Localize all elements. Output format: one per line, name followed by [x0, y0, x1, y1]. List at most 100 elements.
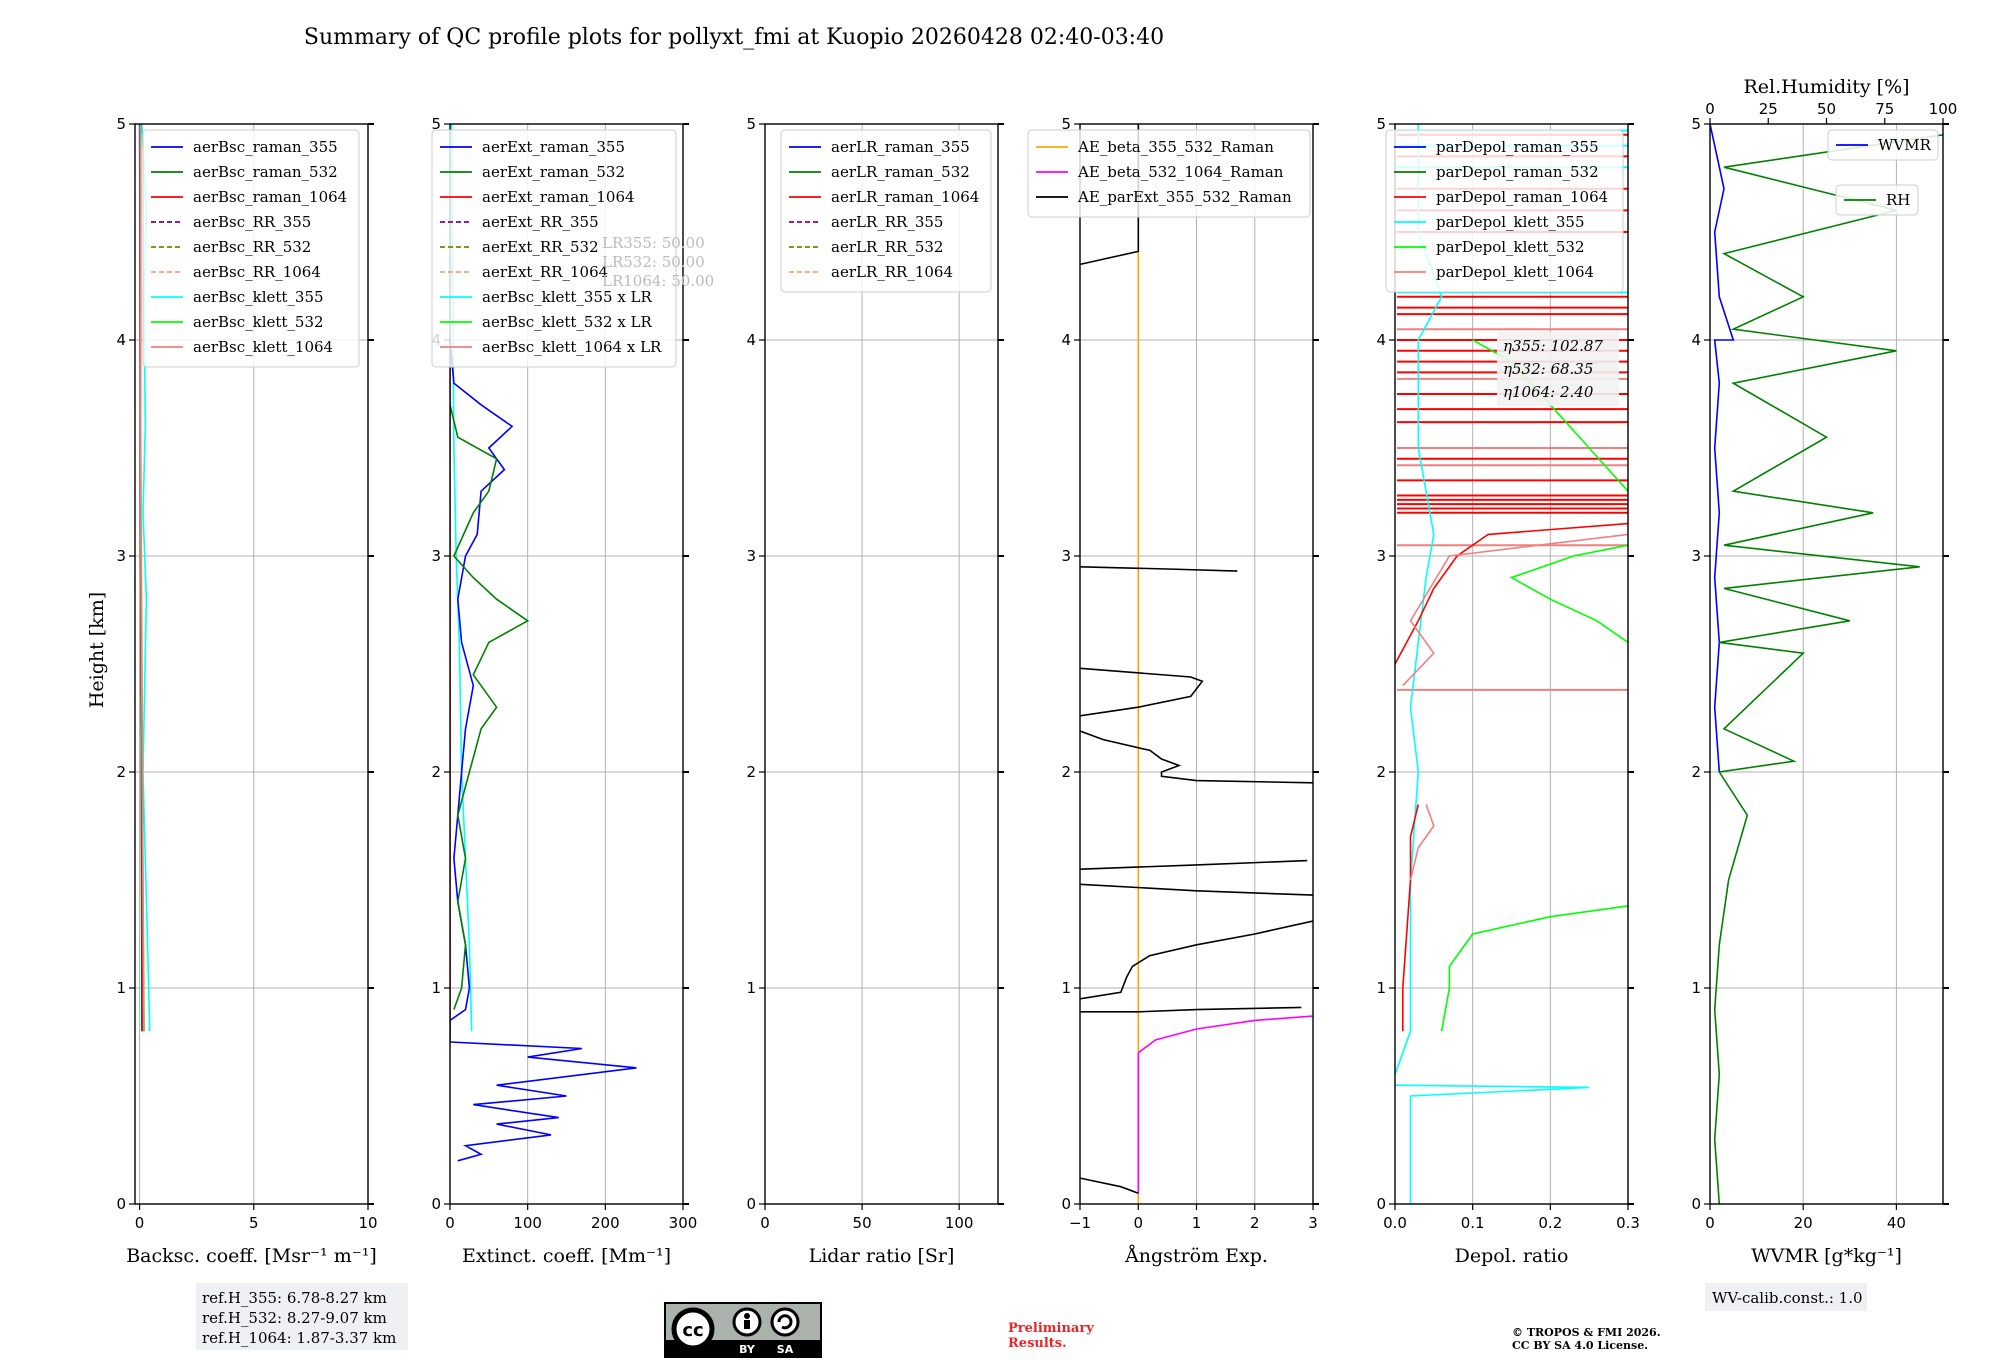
cc-circle-icon — [671, 1307, 715, 1351]
panel-bsc: 0 5 10 0 1 2 3 4 5 Backsc. coeff. [Msr⁻¹ m⁻¹] aerB… — [116, 115, 377, 1267]
lr-label: LR532: 50.00 — [602, 253, 705, 271]
y-tick-label: 0 — [1061, 1195, 1071, 1213]
x-tick-label: 1 — [1192, 1214, 1202, 1232]
x-axis-label: Ångström Exp. — [1124, 1245, 1268, 1267]
series-line-parDepol_klett_355_spike — [1395, 1084, 1590, 1204]
series-line-AE_parExt_355_532_Raman — [1080, 859, 1308, 870]
y-tick-label: 4 — [1376, 331, 1386, 349]
series-line-AE_beta_532_1064_Raman — [1137, 1015, 1313, 1194]
series-line-AE_parExt_355_532_Raman — [1080, 566, 1238, 572]
x-tick-label: 40 — [1887, 1214, 1906, 1232]
eta-label: η355: 102.87 — [1503, 337, 1603, 355]
eta-label: η532: 68.35 — [1503, 360, 1593, 378]
y-tick-label: 2 — [431, 763, 441, 781]
x-tick-label: 10 — [358, 1214, 377, 1232]
series-line-AE_parExt_355_532_Raman — [1080, 883, 1313, 896]
legend-box — [1385, 129, 1624, 293]
y-tick-label: 5 — [431, 115, 441, 133]
panel-data-wv — [1710, 124, 1943, 1204]
top-x-tick-label: 75 — [1875, 100, 1894, 118]
legend-label: aerLR_raman_532 — [831, 163, 970, 181]
series-line-parDepol_klett_532_upper — [1509, 544, 1628, 644]
legend-label: aerBsc_klett_1064 x LR — [482, 338, 662, 356]
y-tick-label: 5 — [1061, 115, 1071, 133]
panel-ext: 0100200300012345Extinct. coeff. [Mm⁻¹]ae… — [431, 115, 714, 1267]
y-tick-label: 0 — [746, 1195, 756, 1213]
wv-calib-box — [1705, 1283, 1867, 1311]
legend-wv: WVMR RH — [1827, 129, 1939, 216]
x-tick-label: 200 — [591, 1214, 620, 1232]
legend-box — [780, 129, 992, 293]
sa-circle-icon — [770, 1307, 800, 1337]
x-tick-label: 0 — [760, 1214, 770, 1232]
x-axis-label: Lidar ratio [Sr] — [809, 1245, 955, 1267]
legend-label: parDepol_klett_355 — [1436, 213, 1585, 231]
copyright-line-1: © TROPOS & FMI 2026. — [1512, 1326, 1661, 1339]
series-line-aerExt_raman_355 — [450, 339, 637, 1162]
ref-height-box-bg — [196, 1283, 408, 1350]
legend-label: AE_beta_355_532_Raman — [1077, 138, 1274, 156]
x-tick-label: 100 — [513, 1214, 542, 1232]
series-line-WVMR — [1710, 124, 1735, 773]
x-axis-label: Extinct. coeff. [Mm⁻¹] — [462, 1245, 671, 1267]
panel-frame — [764, 123, 999, 1205]
cc-license-logo: cc BY SA — [664, 1302, 822, 1358]
copyright-line-2: CC BY SA 4.0 License. — [1512, 1339, 1648, 1352]
x-tick-label: 0 — [1133, 1214, 1143, 1232]
x-tick-label: 0.0 — [1383, 1214, 1407, 1232]
cc-by-label: BY — [739, 1343, 756, 1356]
y-tick-label: 2 — [1376, 763, 1386, 781]
legend-ae: AE_beta_355_532_Raman AE_beta_532_1064_Ra… — [1027, 129, 1311, 218]
y-tick-label: 1 — [1376, 979, 1386, 997]
legend-label: aerBsc_RR_1064 — [193, 263, 321, 281]
top-x-tick-label: 0 — [1705, 100, 1715, 118]
y-tick-label: 3 — [1061, 547, 1071, 565]
y-tick-label: 0 — [1691, 1195, 1701, 1213]
panel-frame — [134, 123, 369, 1205]
legend-ext: aerExt_raman_355 aerExt_raman_532 aerExt_r… — [431, 129, 677, 368]
cc-text-icon: cc — [682, 1320, 703, 1341]
panel-frame — [1709, 123, 1944, 1205]
legend-label: aerExt_RR_1064 — [482, 263, 608, 281]
panel-lr: 0 50 100 0 1 2 3 4 5 Lidar ratio [Sr] aerLR_raman_… — [746, 115, 1004, 1267]
y-tick-label: 4 — [116, 331, 126, 349]
series-line-parDepol_klett_355 — [1395, 124, 1443, 1075]
sa-arrow-icon — [777, 1314, 793, 1330]
y-tick-label: 0 — [116, 1195, 126, 1213]
series-line-AE_parExt_355_532_Raman — [1080, 667, 1204, 717]
y-tick-label: 1 — [431, 979, 441, 997]
legend-label: aerBsc_raman_355 — [193, 138, 338, 156]
chart-title: Summary of QC profile plots for pollyxt_… — [304, 25, 1164, 50]
legend-label: aerLR_raman_1064 — [831, 188, 979, 206]
legend-label: parDepol_klett_532 — [1436, 238, 1585, 256]
legend-bsc: aerBsc_raman_355 aerBsc_raman_532 aerBsc_r… — [142, 129, 360, 368]
legend-label: aerLR_RR_532 — [831, 238, 943, 256]
legend-lr: aerLR_raman_355 aerLR_raman_532 aerLR_rama… — [780, 129, 992, 293]
series-line-AE_parExt_355_532_Raman — [1080, 920, 1313, 1000]
preliminary-line-2: Results. — [1008, 1336, 1067, 1351]
legend-label: aerBsc_klett_1064 — [193, 338, 333, 356]
legend-label: aerLR_RR_1064 — [831, 263, 953, 281]
y-tick-label: 0 — [1376, 1195, 1386, 1213]
y-tick-label: 5 — [1376, 115, 1386, 133]
cc-sa-label: SA — [777, 1343, 794, 1356]
legend-label: RH — [1886, 191, 1910, 209]
y-tick-label: 2 — [1061, 763, 1071, 781]
ref-height-355: ref.H_355: 6.78-8.27 km — [202, 1289, 387, 1307]
by-person-head-icon — [744, 1313, 750, 1319]
panel-frame — [1394, 123, 1629, 1205]
legend-label: aerBsc_klett_532 — [193, 313, 324, 331]
legend-box — [1827, 129, 1939, 161]
legend-label: aerBsc_RR_355 — [193, 213, 311, 231]
series-line-AE_parExt_355_532_Raman — [1080, 730, 1313, 784]
y-tick-label: 3 — [116, 547, 126, 565]
x-axis-label: Depol. ratio — [1455, 1245, 1569, 1267]
eta-box — [1497, 332, 1619, 406]
x-tick-label: 300 — [669, 1214, 698, 1232]
top-x-tick-label: 100 — [1929, 100, 1958, 118]
x-tick-label: 0 — [135, 1214, 145, 1232]
legend-label: aerExt_raman_1064 — [482, 188, 635, 206]
lr-label: LR1064: 50.00 — [602, 272, 714, 290]
by-person-body-icon — [744, 1320, 750, 1329]
